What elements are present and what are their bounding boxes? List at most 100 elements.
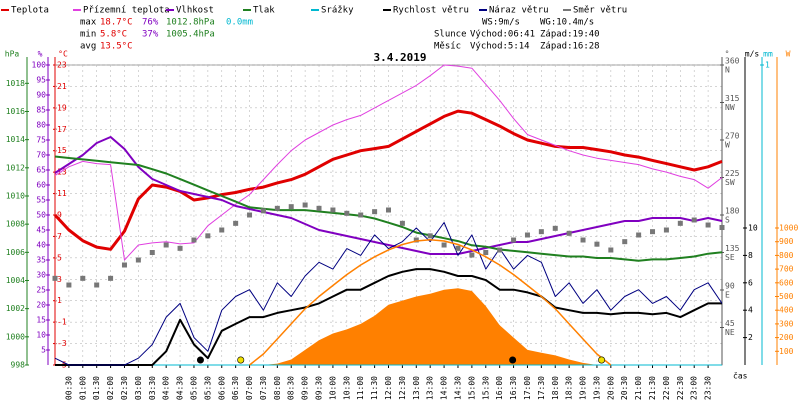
x-tick-label: 10:30 (342, 376, 351, 400)
y-tick-label: 1014 (6, 135, 25, 144)
y-tick-direction: N (725, 66, 730, 75)
x-tick-label: 03:30 (148, 376, 157, 400)
wind-speed-stat: WS:9m/s (482, 18, 520, 28)
y-tick-label: 35 (36, 256, 46, 265)
axis-unit: mm (763, 50, 773, 59)
y-tick-label: 65 (36, 166, 46, 175)
moonset-marker (509, 356, 517, 364)
y-tick-label: 95 (36, 76, 46, 85)
x-tick-label: 14:30 (453, 376, 462, 400)
x-tick-label: 22:00 (662, 376, 671, 400)
y-tick-label: 90 (725, 282, 735, 291)
y-tick-label: -1 (57, 318, 67, 327)
x-tick-label: 00:30 (64, 376, 73, 400)
scatter-point (691, 217, 697, 223)
y-tick-label: 1006 (6, 248, 25, 257)
scatter-point (399, 220, 405, 226)
x-tick-label: 06:30 (231, 376, 240, 400)
scatter-point (80, 275, 86, 281)
y-tick-label: 998 (11, 361, 26, 370)
y-tick-label: 100 (32, 61, 47, 70)
axis-unit: ° (725, 50, 730, 59)
y-tick-label: 500 (779, 292, 794, 301)
series-line (55, 268, 722, 366)
y-tick-label: 80 (36, 121, 46, 130)
scatter-point (233, 220, 239, 226)
x-tick-label: 01:30 (92, 376, 101, 400)
legend-label: Vlhkost (176, 6, 214, 16)
scatter-point (677, 220, 683, 226)
x-axis-label: čas (733, 371, 748, 381)
y-tick-direction: SE (725, 253, 735, 262)
y-tick-label: 10 (36, 331, 46, 340)
scatter-point (511, 237, 517, 243)
x-tick-label: 04:00 (162, 376, 171, 400)
axis-unit: W (786, 50, 791, 59)
y-tick-label: 3 (57, 275, 62, 284)
chart-title: 3.4.2019 (374, 51, 427, 64)
x-tick-label: 23:00 (690, 376, 699, 400)
y-tick-label: -3 (57, 339, 67, 348)
x-tick-label: 17:00 (523, 376, 532, 400)
y-tick-label: 225 (725, 169, 740, 178)
x-tick-label: 20:00 (606, 376, 615, 400)
scatter-point (274, 205, 280, 211)
stats-label: min (80, 30, 96, 40)
wind-gust-stat: WG:10.4m/s (540, 18, 594, 28)
x-tick-label: 18:30 (565, 376, 574, 400)
series-area (55, 288, 722, 365)
x-tick-label: 04:30 (176, 376, 185, 400)
y-tick-label: 21 (57, 82, 67, 91)
y-tick-label: 1 (57, 296, 62, 305)
y-tick-label: 5 (41, 346, 46, 355)
y-tick-label: 1018 (6, 79, 25, 88)
x-tick-label: 21:00 (634, 376, 643, 400)
scatter-point (566, 230, 572, 236)
stats-pressure: 1005.4hPa (166, 30, 215, 40)
scatter-point (358, 212, 364, 218)
legend-label: Náraz větru (489, 6, 549, 16)
scatter-point (191, 237, 197, 243)
y-tick-direction: S (725, 216, 730, 225)
scatter-point (52, 275, 58, 281)
y-tick-direction: E (725, 291, 730, 300)
x-tick-label: 16:00 (495, 376, 504, 400)
y-tick-label: 85 (36, 106, 46, 115)
y-tick-label: 40 (36, 241, 46, 250)
sunset-marker (598, 356, 606, 364)
y-tick-label: 25 (36, 286, 46, 295)
scatter-point (705, 222, 711, 228)
y-tick-label: 135 (725, 244, 740, 253)
axis-unit: m/s (745, 50, 760, 59)
x-tick-label: 05:00 (189, 376, 198, 400)
series-line (54, 155, 723, 262)
x-tick-label: 13:00 (412, 376, 421, 400)
y-tick-label: 1000 (779, 224, 798, 233)
front-layer: 00:30 01:00 01:30 02:00 02:30 03:00 03:30 04:00… (1, 6, 798, 400)
y-tick-label: 2 (748, 333, 753, 342)
y-tick-label: 17 (57, 125, 67, 134)
x-tick-label: 07:30 (259, 376, 268, 400)
y-tick-direction: NE (725, 328, 735, 337)
y-tick-label: 45 (36, 226, 46, 235)
y-tick-label: 1010 (6, 191, 25, 200)
x-tick-label: 16:30 (509, 376, 518, 400)
legend-label: Tlak (253, 6, 275, 16)
y-tick-label: 1 (765, 61, 770, 70)
scatter-point (316, 205, 322, 211)
y-tick-label: 10 (748, 224, 758, 233)
y-tick-label: 180 (725, 207, 740, 216)
y-tick-label: 100 (779, 347, 794, 356)
y-tick-label: 1002 (6, 304, 25, 313)
moonrise: Východ:5:14 (470, 42, 530, 52)
legend-label: Přízemní teplota (83, 6, 170, 16)
scatter-point (135, 257, 141, 263)
x-tick-label: 15:00 (467, 376, 476, 400)
x-tick-label: 22:30 (676, 376, 685, 400)
x-tick-label: 05:30 (203, 376, 212, 400)
x-tick-label: 13:30 (426, 376, 435, 400)
scatter-point (260, 208, 266, 214)
y-tick-label: 900 (779, 237, 794, 246)
stats-humidity: 37% (142, 30, 159, 40)
